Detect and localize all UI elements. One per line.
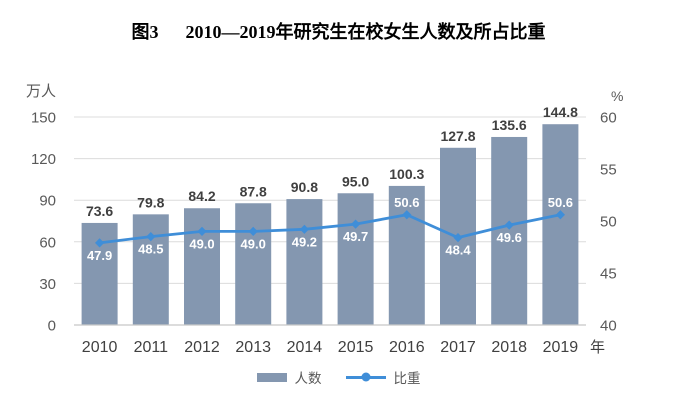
y-axis-left-tick: 0 [48,318,56,335]
line-value-label: 49.2 [292,234,317,249]
bar-value-label: 135.6 [492,117,527,133]
line-marker-2013 [248,226,258,236]
line-marker-2018 [504,220,514,230]
bar-2012 [184,208,220,325]
x-axis-unit: 年 [590,339,605,356]
line-value-label: 49.0 [189,236,214,251]
line-value-label: 49.0 [241,236,266,251]
bar-2013 [235,203,272,325]
x-tick-2016: 2016 [389,339,425,356]
chart-title: 图3 2010—2019年研究生在校女生人数及所占比重 [0,18,677,44]
y-axis-left-tick: 60 [39,234,56,251]
bar-2015 [337,193,374,325]
y-axis-right-tick: 55 [600,162,617,179]
bar-2016 [388,185,425,325]
x-tick-2011: 2011 [134,339,169,356]
bar-value-label: 79.8 [137,194,164,210]
y-axis-left-tick: 30 [39,276,56,293]
x-tick-2013: 2013 [235,339,271,356]
y-axis-right-tick: 40 [600,318,617,335]
x-tick-2018: 2018 [491,339,527,356]
legend: 人数 比重 [0,367,677,387]
line-marker-2011 [146,232,156,242]
line-value-label: 50.6 [548,195,573,210]
line-marker-2010 [95,238,105,248]
y-axis-left-tick: 90 [39,193,56,210]
x-tick-2012: 2012 [184,339,220,356]
bar-value-label: 144.8 [543,104,578,120]
line-value-label: 49.7 [343,229,368,244]
legend-item-bar-series: 人数 [256,367,322,387]
line-marker-2014 [299,224,309,234]
line-series [99,213,561,245]
line-value-label: 49.6 [497,230,522,245]
x-tick-2014: 2014 [287,339,323,356]
line-marker-2017 [453,233,463,243]
line-series-swatch-icon [345,372,386,382]
line-marker-2015 [351,219,361,229]
bar-value-label: 84.2 [188,188,215,204]
bar-2019 [542,124,579,325]
line-marker-icon [361,372,370,382]
bar-2011 [132,214,169,325]
bar-series-swatch-icon [256,372,287,382]
line-marker-2016 [402,210,412,220]
line-value-label: 48.5 [138,242,163,257]
y-axis-left-unit: 万人 [26,83,56,100]
bar-value-label: 127.8 [440,128,475,144]
legend-item-line-series: 比重 [345,367,421,387]
bar-value-label: 73.6 [86,203,113,219]
y-axis-right-tick: 50 [600,214,617,231]
y-axis-left-tick: 120 [31,151,56,168]
x-tick-2019: 2019 [543,339,579,356]
line-value-label: 48.4 [445,243,471,258]
legend-label-bar-series: 人数 [294,371,322,386]
x-tick-2010: 2010 [82,339,118,356]
y-axis-right-tick: 45 [600,266,617,283]
line-value-label: 47.9 [87,248,112,263]
legend-label-line-series: 比重 [393,371,421,386]
bar-2014 [286,199,323,325]
y-axis-right-tick: 60 [600,110,617,127]
x-tick-2017: 2017 [440,339,476,356]
bar-2018 [491,136,528,325]
chart-title-text: 2010—2019年研究生在校女生人数及所占比重 [185,22,546,42]
y-axis-right-unit: % [611,88,623,104]
bar-value-label: 95.0 [342,173,369,189]
figure-number: 图3 [131,22,159,42]
bar-value-label: 100.3 [389,166,424,182]
x-tick-2015: 2015 [338,339,374,356]
bar-value-label: 90.8 [291,179,318,195]
line-value-label: 50.6 [394,195,419,210]
line-marker-2012 [197,226,207,236]
line-marker-2019 [555,210,565,220]
bar-value-label: 87.8 [240,183,267,199]
y-axis-left-tick: 150 [31,110,56,127]
